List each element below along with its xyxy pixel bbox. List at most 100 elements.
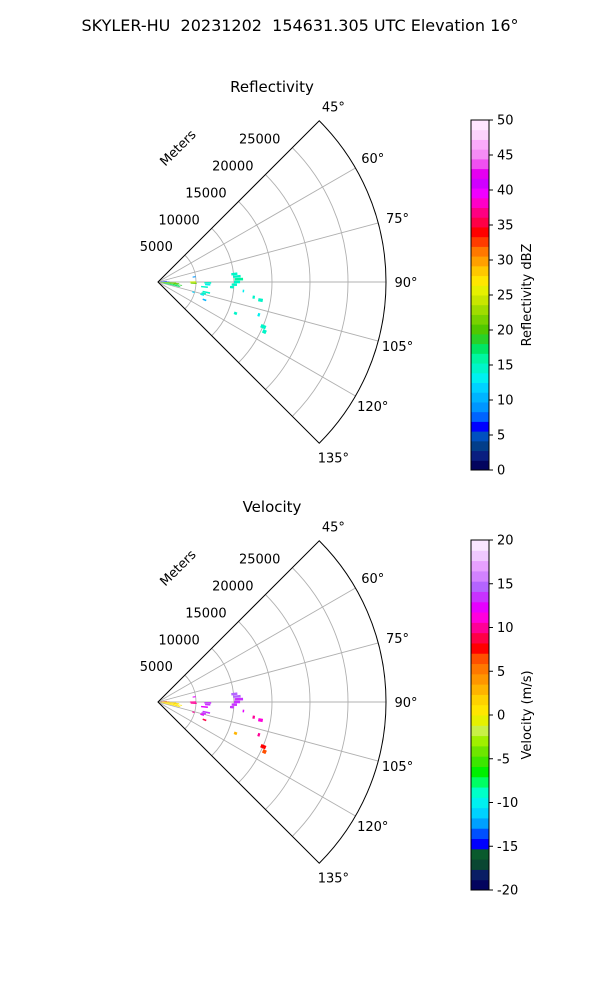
- radar-echo: [192, 291, 195, 294]
- range-tick-label: 15000: [185, 186, 226, 201]
- colorbar-segment: [471, 256, 489, 267]
- radar-echo: [261, 749, 267, 755]
- colorbar-tick-label: 0: [497, 464, 505, 479]
- colorbar-tick-label: -20: [497, 884, 518, 899]
- colorbar-segment: [471, 869, 489, 881]
- radar-echo: [258, 718, 264, 723]
- azimuth-tick-label: 105°: [382, 760, 413, 775]
- azimuth-tick-label: 45°: [322, 101, 345, 116]
- radar-echo: [257, 732, 261, 737]
- colorbar-segment: [471, 817, 489, 829]
- range-tick-label: 5000: [140, 660, 173, 675]
- colorbar-segment: [471, 797, 489, 809]
- colorbar-segment: [471, 353, 489, 364]
- radar-echo: [231, 703, 238, 706]
- radar-echo: [161, 282, 178, 285]
- colorbar-segment: [471, 139, 489, 150]
- range-tick-label: 25000: [239, 553, 280, 568]
- range-axis-label: Meters: [158, 547, 200, 589]
- colorbar-segment: [471, 363, 489, 374]
- radar-echo: [231, 692, 238, 696]
- colorbar-tick-label: 20: [497, 534, 514, 549]
- radar-echo: [163, 283, 181, 288]
- radar-echo: [202, 290, 211, 294]
- radar-echo: [189, 281, 196, 283]
- colorbar-tick-label: 25: [497, 289, 514, 304]
- colorbar-segment: [471, 392, 489, 403]
- azimuth-tick-label: 120°: [357, 820, 388, 835]
- colorbar-segment: [471, 591, 489, 603]
- colorbar-segment: [471, 275, 489, 286]
- colorbar-segment: [471, 673, 489, 685]
- radar-echo: [204, 702, 212, 704]
- radar-echo: [160, 702, 180, 704]
- radar-echo: [232, 694, 241, 698]
- radar-echo: [201, 285, 208, 289]
- azimuth-tick-label: 90°: [394, 276, 417, 291]
- colorbar-segment: [471, 197, 489, 208]
- azimuth-gridline: [157, 701, 356, 817]
- colorbar-segment: [471, 715, 489, 726]
- radar-echo: [229, 705, 234, 709]
- colorbar-segment: [471, 560, 489, 572]
- radar-echo: [229, 285, 234, 289]
- colorbar-tick-label: 10: [497, 621, 514, 636]
- azimuth-gridline: [157, 642, 379, 703]
- colorbar-segment: [471, 295, 489, 306]
- colorbar-segment: [471, 601, 489, 613]
- radar-echo: [159, 702, 177, 703]
- radar-echo: [231, 272, 238, 276]
- colorbar-tick-label: 10: [497, 394, 514, 409]
- colorbar-segment: [471, 684, 489, 695]
- radar-echo: [162, 282, 180, 287]
- colorbar-segment: [471, 725, 489, 737]
- colorbar-segment: [471, 653, 489, 665]
- colorbar-segment: [471, 372, 489, 383]
- colorbar-segment: [471, 879, 489, 891]
- range-tick-label: 20000: [212, 580, 253, 595]
- range-tick-label: 5000: [140, 240, 173, 255]
- colorbar-segment: [471, 745, 489, 757]
- colorbar-tick-label: 40: [497, 184, 514, 199]
- colorbar-tick-label: 50: [497, 114, 514, 129]
- radar-echo: [161, 280, 168, 282]
- velocity-colorbar-label: Velocity (m/s): [520, 670, 535, 759]
- colorbar-segment: [471, 570, 489, 582]
- radar-echo: [232, 274, 241, 278]
- azimuth-tick-label: 105°: [382, 340, 413, 355]
- radar-echo: [202, 718, 207, 722]
- colorbar-segment: [471, 550, 489, 562]
- radar-echo: [242, 289, 245, 293]
- radar-echo: [161, 702, 183, 706]
- azimuth-gridline: [157, 167, 356, 283]
- radar-echo: [201, 705, 208, 709]
- colorbar-segment: [471, 333, 489, 345]
- velocity-panel: Velocity 45° 60° 75° 90° 105° 120° 135° 5000 100…: [0, 490, 600, 910]
- figure-title: SKYLER-HU 20231202 154631.305 UTC Elevat…: [81, 16, 519, 35]
- radar-echo: [161, 282, 183, 286]
- colorbar-tick-label: 30: [497, 254, 514, 269]
- radar-echo: [205, 703, 211, 706]
- radar-echo: [163, 703, 181, 708]
- radar-echo: [161, 702, 178, 705]
- radar-echo: [192, 696, 196, 698]
- colorbar-segment: [471, 401, 489, 413]
- radar-echo: [233, 731, 238, 736]
- colorbar-segment: [471, 158, 489, 170]
- colorbar-segment: [471, 838, 489, 850]
- colorbar-segment: [471, 343, 489, 354]
- reflectivity-panel: Reflectivity 45° 60° 75° 90° 105° 120° 135° 500…: [0, 70, 600, 490]
- velocity-plot: Velocity 45°60°75°90°105°120°135°5000100…: [140, 498, 535, 899]
- colorbar-segment: [471, 129, 489, 140]
- colorbar-segment: [471, 704, 489, 716]
- colorbar-segment: [471, 622, 489, 634]
- colorbar-segment: [471, 382, 489, 393]
- radar-echo: [201, 292, 207, 295]
- colorbar-segment: [471, 450, 489, 461]
- reflectivity-title: Reflectivity: [230, 78, 314, 96]
- radar-echo: [233, 311, 238, 316]
- azimuth-tick-label: 120°: [357, 400, 388, 415]
- radar-echo: [204, 282, 212, 284]
- azimuth-tick-label: 90°: [394, 696, 417, 711]
- colorbar-segment: [471, 285, 489, 296]
